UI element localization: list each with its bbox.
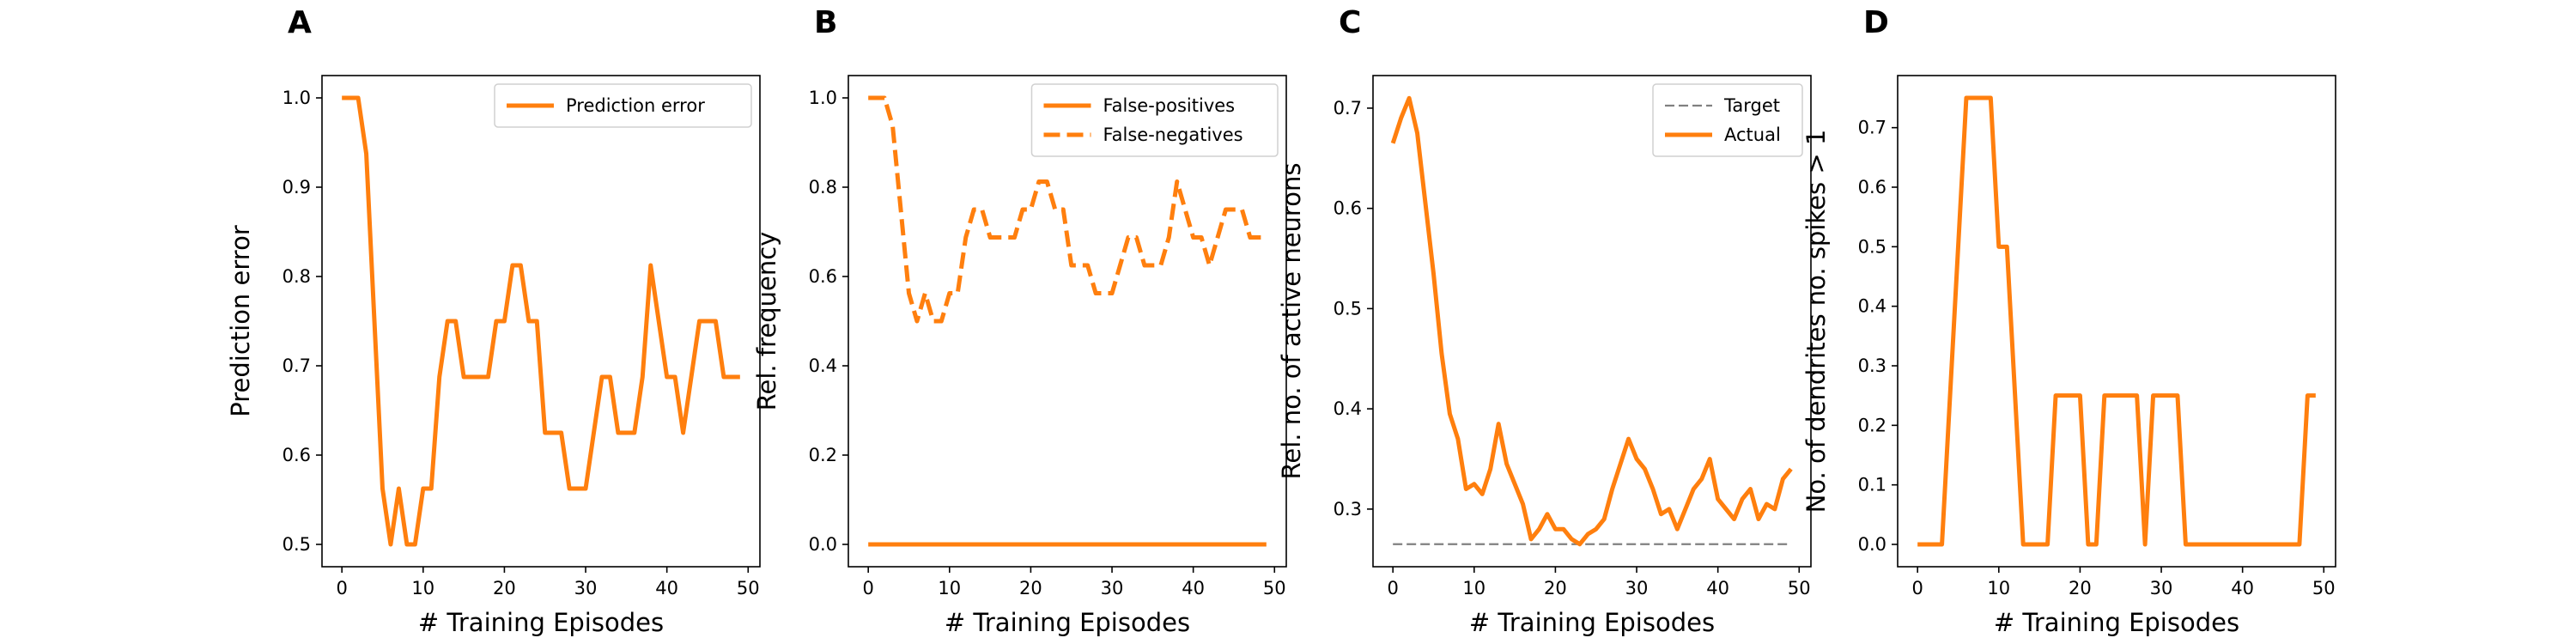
x-tick-label: 10 <box>1462 578 1485 598</box>
series-line <box>1390 95 1793 547</box>
legend-label: Prediction error <box>566 95 705 116</box>
y-tick-label: 0.7 <box>1334 98 1362 118</box>
x-tick-label: 20 <box>2069 578 2092 598</box>
y-tick-label: 0.6 <box>1334 198 1362 219</box>
series-line <box>868 95 1267 324</box>
y-tick-label: 0.7 <box>283 355 311 376</box>
y-tick-label: 0.3 <box>1334 499 1362 519</box>
y-tick-label: 1.0 <box>283 88 311 108</box>
x-tick-label: 30 <box>574 578 598 598</box>
y-tick-label: 0.4 <box>1334 398 1362 419</box>
y-tick-label: 0.4 <box>809 355 837 376</box>
y-tick-label: 0.8 <box>809 177 837 197</box>
legend-label: False-negatives <box>1103 125 1243 145</box>
panel-C: C 0 10 20 30 40 50 0.3 0.4 0.5 0.6 0.7 # Training Ep… <box>1277 5 1812 637</box>
panel-letter: C <box>1339 5 1361 40</box>
legend-label: Actual <box>1724 125 1781 145</box>
y-tick-label: 0.2 <box>1858 415 1886 435</box>
panel-letter: B <box>814 5 837 40</box>
y-tick-label: 0.2 <box>809 445 837 465</box>
legend <box>1030 83 1279 157</box>
y-tick-label: 0.5 <box>1858 236 1886 257</box>
x-tick-label: 40 <box>1706 578 1729 598</box>
panel-B: B 0 10 20 30 40 50 0.0 0.2 0.4 0.6 0.8 1.0 # Training… <box>752 5 1287 637</box>
x-tick-label: 40 <box>2231 578 2254 598</box>
x-tick-label: 20 <box>1019 578 1042 598</box>
y-tick-label: 0.9 <box>283 177 311 197</box>
x-tick-label: 30 <box>1101 578 1124 598</box>
x-tick-label: 10 <box>938 578 961 598</box>
y-tick-label: 0.5 <box>1334 298 1362 319</box>
x-tick-label: 30 <box>1625 578 1649 598</box>
axes-frame <box>1372 75 1812 568</box>
x-tick-label: 0 <box>862 578 873 598</box>
x-axis-label: # Training Episodes <box>945 608 1190 637</box>
y-tick-label: 0.5 <box>283 534 311 555</box>
axes-frame <box>848 75 1287 568</box>
x-tick-label: 50 <box>2312 578 2336 598</box>
y-tick-label: 0.6 <box>1858 177 1886 197</box>
axes-frame <box>321 75 761 568</box>
series-line <box>342 95 740 547</box>
x-tick-label: 50 <box>737 578 760 598</box>
legend <box>1652 83 1803 157</box>
panel-D: D 0 10 20 30 40 50 0.0 0.1 0.2 0.3 0.4 0.5 0.6 0.7 # Tr… <box>1801 5 2336 637</box>
x-tick-label: 20 <box>1544 578 1567 598</box>
y-tick-label: 0.1 <box>1858 475 1886 495</box>
x-tick-label: 50 <box>1263 578 1286 598</box>
legend-label: False-positives <box>1103 95 1236 116</box>
series-line <box>1917 95 2316 547</box>
y-tick-label: 0.0 <box>1858 534 1886 555</box>
x-tick-label: 40 <box>655 578 678 598</box>
x-tick-label: 10 <box>411 578 434 598</box>
x-tick-label: 50 <box>1788 578 1811 598</box>
y-tick-label: 0.6 <box>809 266 837 287</box>
x-axis-label: # Training Episodes <box>418 608 664 637</box>
y-axis-label: Prediction error <box>226 225 255 417</box>
x-tick-label: 0 <box>1387 578 1398 598</box>
legend-label: Target <box>1723 95 1780 116</box>
y-tick-label: 1.0 <box>809 88 837 108</box>
y-tick-label: 0.8 <box>283 266 311 287</box>
panel-A: A 0 10 20 30 40 50 0.5 0.6 0.7 0.8 0.9 1.0 # Training… <box>226 5 761 637</box>
x-axis-label: # Training Episodes <box>1994 608 2239 637</box>
y-axis-label: Rel. frequency <box>752 232 781 411</box>
panel-letter: D <box>1863 5 1889 40</box>
y-tick-label: 0.7 <box>1858 118 1886 138</box>
x-tick-label: 0 <box>1911 578 1923 598</box>
y-axis-label: Rel. no. of active neurons <box>1277 163 1306 480</box>
x-tick-label: 10 <box>1987 578 2010 598</box>
panel-letter: A <box>288 5 312 40</box>
y-tick-label: 0.4 <box>1858 296 1886 317</box>
y-tick-label: 0.3 <box>1858 355 1886 376</box>
legend <box>494 83 752 128</box>
x-tick-label: 20 <box>493 578 516 598</box>
x-tick-label: 30 <box>2150 578 2173 598</box>
x-tick-label: 0 <box>336 578 347 598</box>
axes-frame <box>1897 75 2336 568</box>
y-tick-label: 0.6 <box>283 445 311 465</box>
y-axis-label: No. of dendrites no. spikes > 1 <box>1801 130 1831 513</box>
x-axis-label: # Training Episodes <box>1469 608 1715 637</box>
y-tick-label: 0.0 <box>809 534 837 555</box>
x-tick-label: 40 <box>1182 578 1205 598</box>
